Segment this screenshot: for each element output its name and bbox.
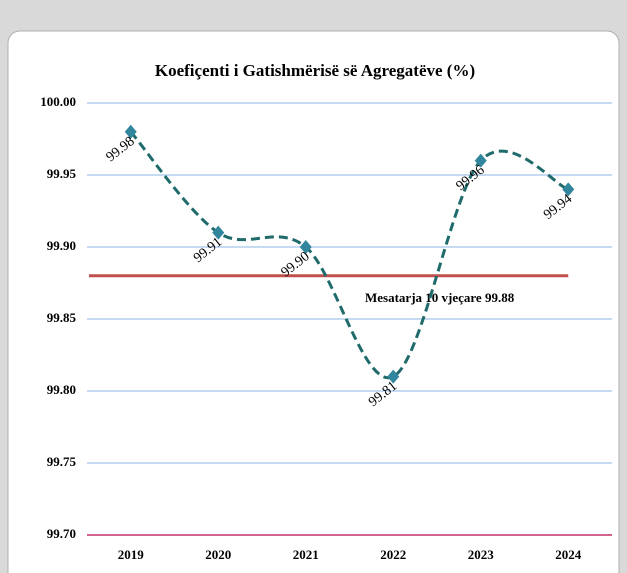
x-tick-label: 2021 [293,547,319,562]
y-tick-label: 99.75 [47,454,77,469]
y-tick-label: 99.80 [47,382,76,397]
line-series [129,130,569,380]
marker [387,369,400,384]
x-tick-label: 2020 [205,547,231,562]
chart-title: Koefiçenti i Gatishmërisë së Agregatëve … [155,61,475,80]
y-tick-label: 99.95 [47,166,77,181]
y-tick-label: 100.00 [40,94,76,109]
reference-label: Mesatarja 10 vjeçare 99.88 [365,290,515,305]
chart-panel [7,30,620,573]
x-tick-label: 2019 [118,547,145,562]
marker [212,225,225,240]
y-tick-label: 99.70 [47,526,76,541]
marker [562,182,575,197]
x-tick-label: 2024 [555,547,582,562]
marker [299,240,312,254]
y-tick-label: 99.90 [47,238,76,253]
marker [474,153,487,168]
marker [124,124,137,139]
x-tick-label: 2022 [380,547,406,562]
y-tick-label: 99.85 [47,310,77,325]
x-tick-label: 2023 [468,547,495,562]
